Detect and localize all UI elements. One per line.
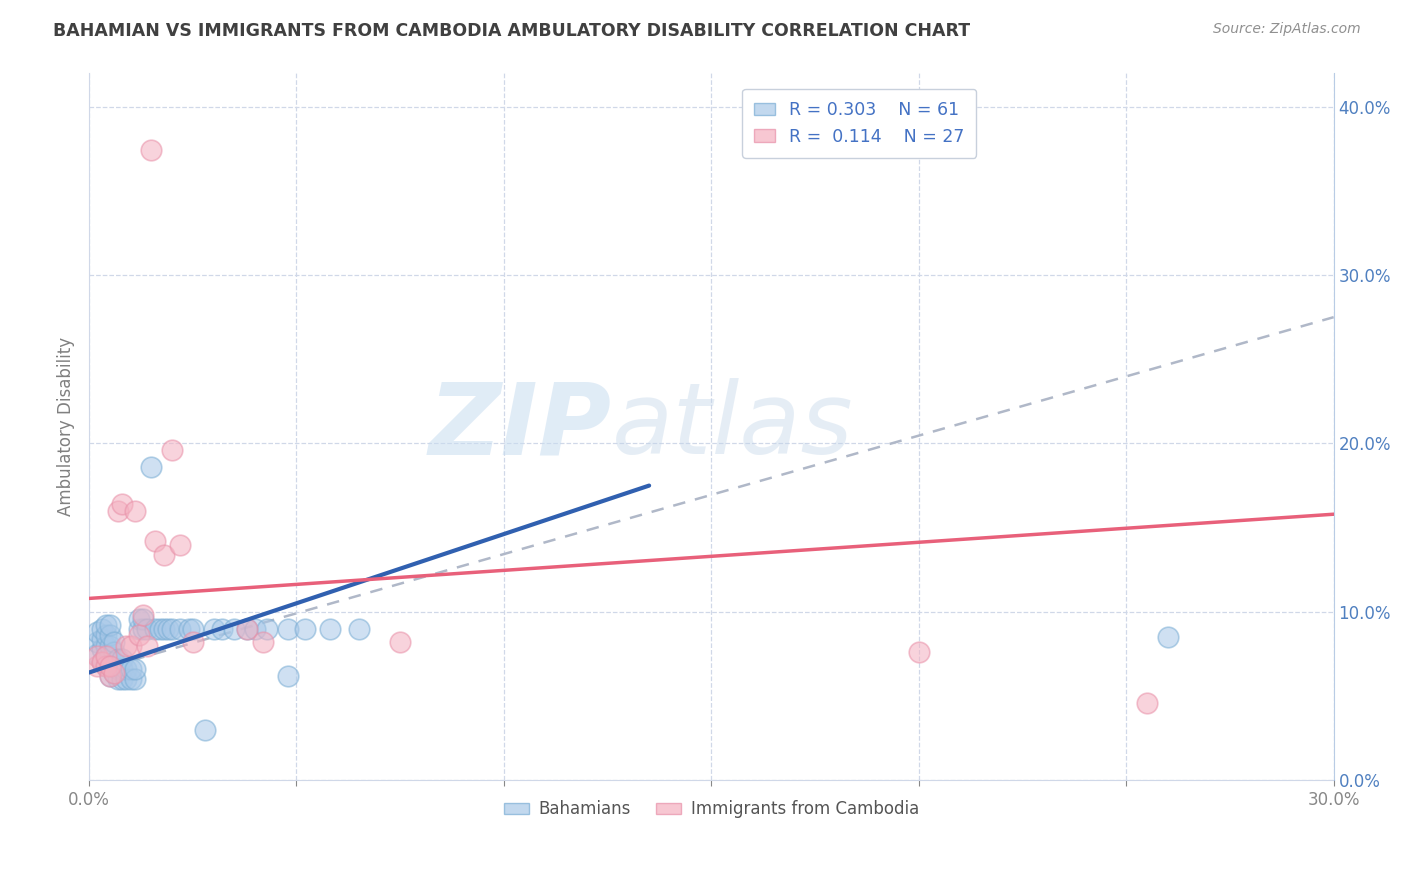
Point — [136, 639, 159, 653]
Y-axis label: Ambulatory Disability: Ambulatory Disability — [58, 337, 75, 516]
Point — [107, 504, 129, 518]
Point — [181, 622, 204, 636]
Point — [86, 647, 108, 661]
Point — [294, 622, 316, 636]
Point — [90, 632, 112, 646]
Point — [98, 648, 121, 663]
Point — [252, 635, 274, 649]
Point — [235, 622, 257, 636]
Point — [98, 669, 121, 683]
Point — [132, 612, 155, 626]
Point — [177, 622, 200, 636]
Point — [98, 669, 121, 683]
Point — [107, 662, 129, 676]
Point — [111, 652, 134, 666]
Point — [132, 608, 155, 623]
Point — [277, 622, 299, 636]
Point — [1157, 630, 1180, 644]
Point — [132, 622, 155, 636]
Point — [120, 639, 142, 653]
Point — [243, 622, 266, 636]
Point — [224, 622, 246, 636]
Point — [907, 645, 929, 659]
Point — [149, 622, 172, 636]
Point — [94, 628, 117, 642]
Point — [86, 635, 108, 649]
Point — [145, 534, 167, 549]
Point — [152, 622, 174, 636]
Point — [120, 662, 142, 676]
Point — [98, 618, 121, 632]
Point — [90, 642, 112, 657]
Point — [211, 622, 233, 636]
Point — [86, 625, 108, 640]
Point — [124, 504, 146, 518]
Point — [115, 672, 138, 686]
Point — [94, 648, 117, 663]
Point — [347, 622, 370, 636]
Point — [136, 622, 159, 636]
Text: atlas: atlas — [612, 378, 853, 475]
Point — [90, 656, 112, 670]
Point — [103, 665, 125, 680]
Point — [194, 723, 217, 737]
Point — [256, 622, 278, 636]
Point — [141, 460, 163, 475]
Point — [115, 662, 138, 676]
Point — [94, 618, 117, 632]
Text: Source: ZipAtlas.com: Source: ZipAtlas.com — [1213, 22, 1361, 37]
Point — [318, 622, 340, 636]
Point — [169, 622, 191, 636]
Point — [90, 622, 112, 636]
Point — [128, 612, 150, 626]
Point — [235, 622, 257, 636]
Point — [98, 658, 121, 673]
Point — [389, 635, 412, 649]
Point — [202, 622, 225, 636]
Point — [94, 658, 117, 673]
Point — [103, 635, 125, 649]
Point — [103, 645, 125, 659]
Point — [160, 622, 183, 636]
Point — [94, 639, 117, 653]
Point — [160, 443, 183, 458]
Point — [94, 648, 117, 663]
Point — [111, 672, 134, 686]
Point — [1136, 696, 1159, 710]
Point — [90, 656, 112, 670]
Point — [111, 662, 134, 676]
Point — [156, 622, 179, 636]
Point — [86, 648, 108, 663]
Point — [86, 658, 108, 673]
Point — [145, 622, 167, 636]
Point — [98, 628, 121, 642]
Text: BAHAMIAN VS IMMIGRANTS FROM CAMBODIA AMBULATORY DISABILITY CORRELATION CHART: BAHAMIAN VS IMMIGRANTS FROM CAMBODIA AMB… — [53, 22, 970, 40]
Point — [98, 658, 121, 673]
Point — [124, 662, 146, 676]
Point — [152, 548, 174, 562]
Point — [124, 672, 146, 686]
Point — [111, 497, 134, 511]
Point — [98, 639, 121, 653]
Point — [128, 628, 150, 642]
Point — [94, 658, 117, 673]
Point — [128, 622, 150, 636]
Point — [141, 144, 163, 158]
Point — [107, 672, 129, 686]
Point — [277, 669, 299, 683]
Point — [115, 639, 138, 653]
Point — [103, 665, 125, 680]
Text: ZIP: ZIP — [429, 378, 612, 475]
Point — [181, 635, 204, 649]
Point — [107, 652, 129, 666]
Point — [120, 672, 142, 686]
Point — [103, 656, 125, 670]
Legend: Bahamians, Immigrants from Cambodia: Bahamians, Immigrants from Cambodia — [496, 794, 925, 825]
Point — [169, 537, 191, 551]
